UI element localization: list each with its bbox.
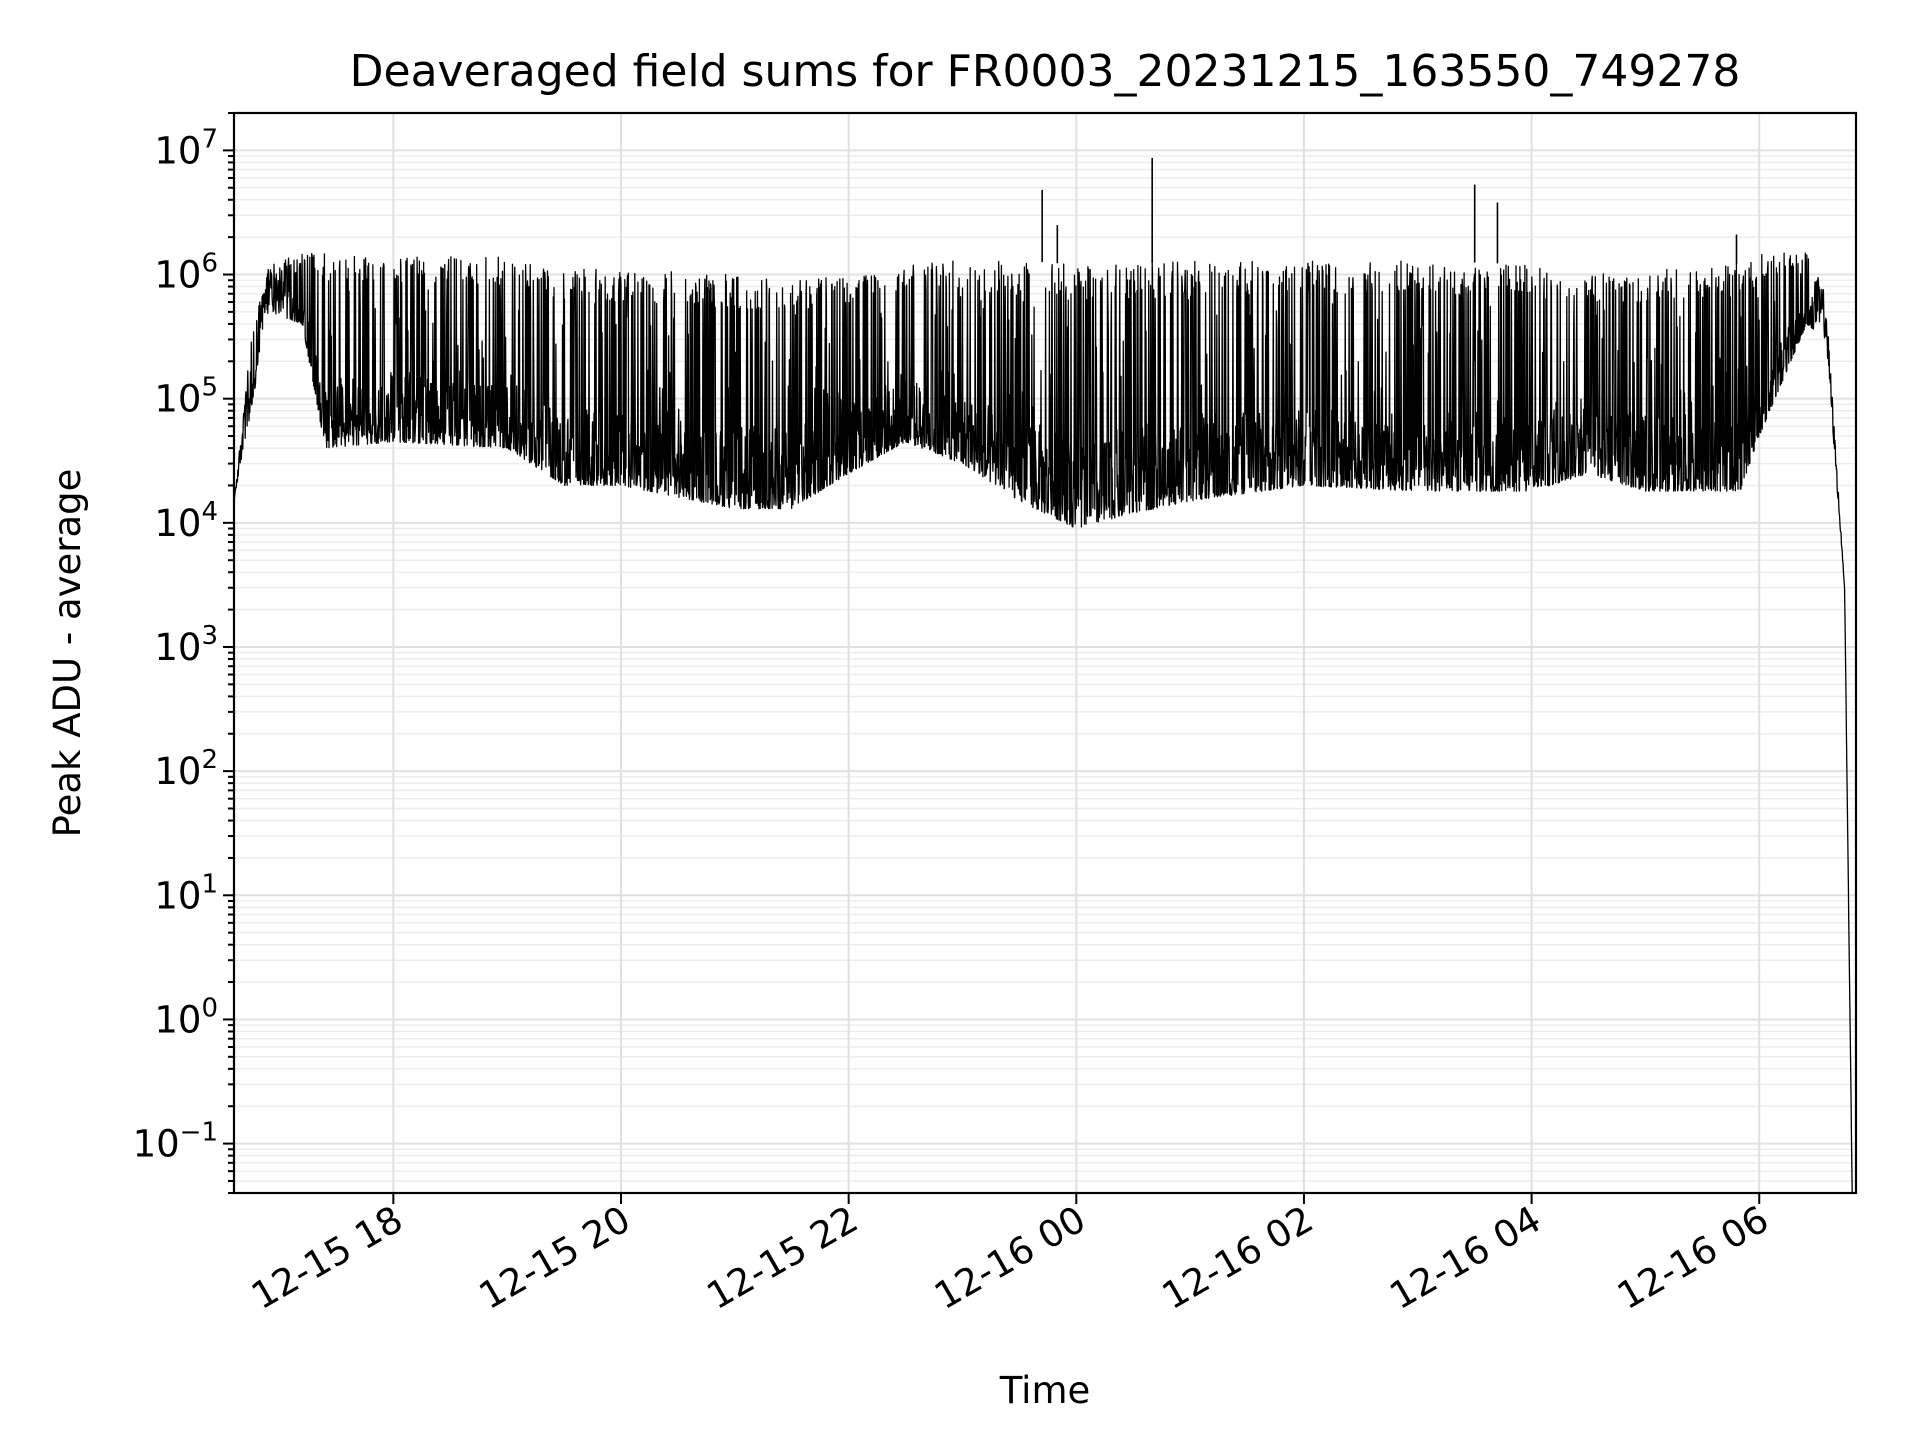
- y-tick-label: 106: [154, 249, 218, 297]
- y-tick-label: 103: [154, 621, 218, 669]
- y-tick-label: 10−1: [133, 1118, 218, 1166]
- x-tick-label: 12-16 02: [1155, 1198, 1321, 1318]
- x-tick-label: 12-16 00: [927, 1198, 1093, 1318]
- series-trace: [233, 252, 1853, 1194]
- x-tick-label: 12-15 20: [472, 1198, 638, 1318]
- x-axis-label: Time: [999, 1369, 1091, 1412]
- y-axis-label: Peak ADU - average: [46, 469, 89, 838]
- y-tick-label: 100: [154, 993, 218, 1041]
- y-tick-label: 102: [154, 745, 218, 793]
- y-tick-label: 104: [154, 497, 218, 545]
- series-line: [233, 157, 1853, 1194]
- x-tick-label: 12-16 04: [1383, 1198, 1549, 1318]
- y-tick-label: 101: [154, 869, 218, 917]
- y-tick-label: 107: [154, 124, 218, 172]
- chart-title: Deaveraged field sums for FR0003_2023121…: [350, 46, 1741, 97]
- x-tick-label: 12-15 18: [244, 1198, 410, 1318]
- x-tick-label: 12-15 22: [700, 1198, 866, 1318]
- y-tick-label: 105: [154, 373, 218, 421]
- x-tick-label: 12-16 06: [1610, 1198, 1776, 1318]
